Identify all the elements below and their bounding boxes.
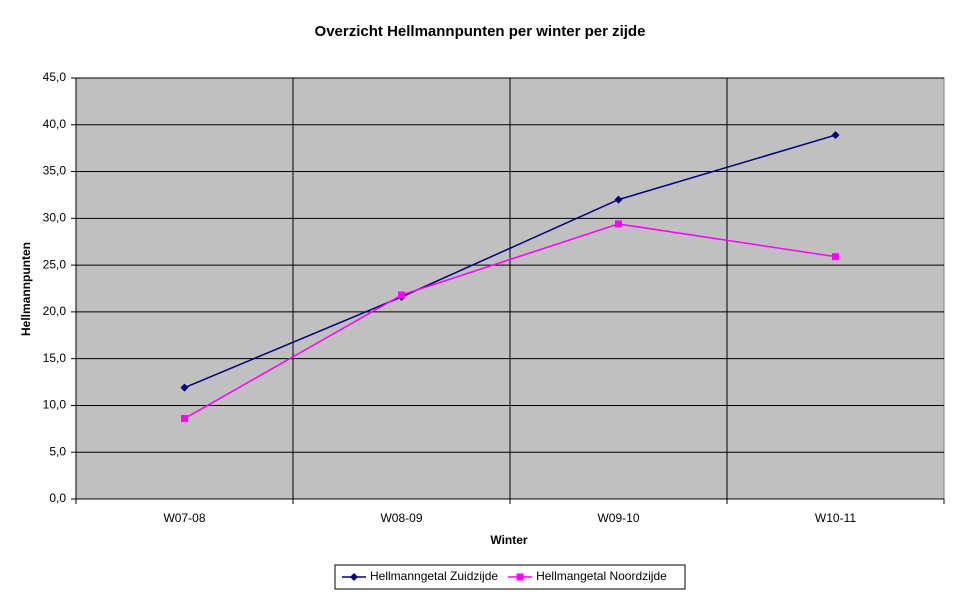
legend-label: Hellmangetal Noordzijde (536, 569, 667, 583)
x-axis-label: Winter (490, 533, 528, 547)
series-line (184, 223, 836, 420)
marker (832, 253, 839, 261)
marker (615, 220, 622, 228)
marker (614, 195, 623, 204)
marker (181, 415, 188, 423)
marker (831, 131, 840, 140)
legend-label: Hellmanngetal Zuidzijde (370, 569, 498, 583)
y-tick-label: 15,0 (43, 351, 67, 365)
y-tick-label: 5,0 (49, 444, 66, 458)
series-line (184, 134, 836, 389)
x-tick-label: W08-09 (380, 511, 422, 525)
y-tick-label: 25,0 (43, 257, 67, 271)
marker (180, 383, 189, 392)
marker (350, 573, 358, 581)
x-tick-label: W09-10 (597, 511, 639, 525)
y-tick-label: 20,0 (43, 304, 67, 318)
marker (398, 291, 405, 299)
x-tick-label: W10-11 (815, 511, 856, 525)
y-tick-label: 35,0 (43, 164, 67, 178)
x-tick-label: W07-08 (163, 511, 205, 525)
marker (516, 573, 524, 581)
y-tick-label: 0,0 (49, 491, 66, 505)
y-tick-label: 40,0 (43, 117, 67, 131)
chart-title: Overzicht Hellmannpunten per winter per … (315, 23, 646, 40)
y-axis-label: Hellmannpunten (19, 242, 33, 336)
y-tick-label: 10,0 (43, 398, 67, 412)
y-tick-label: 45,0 (43, 70, 67, 84)
y-tick-label: 30,0 (43, 211, 67, 225)
